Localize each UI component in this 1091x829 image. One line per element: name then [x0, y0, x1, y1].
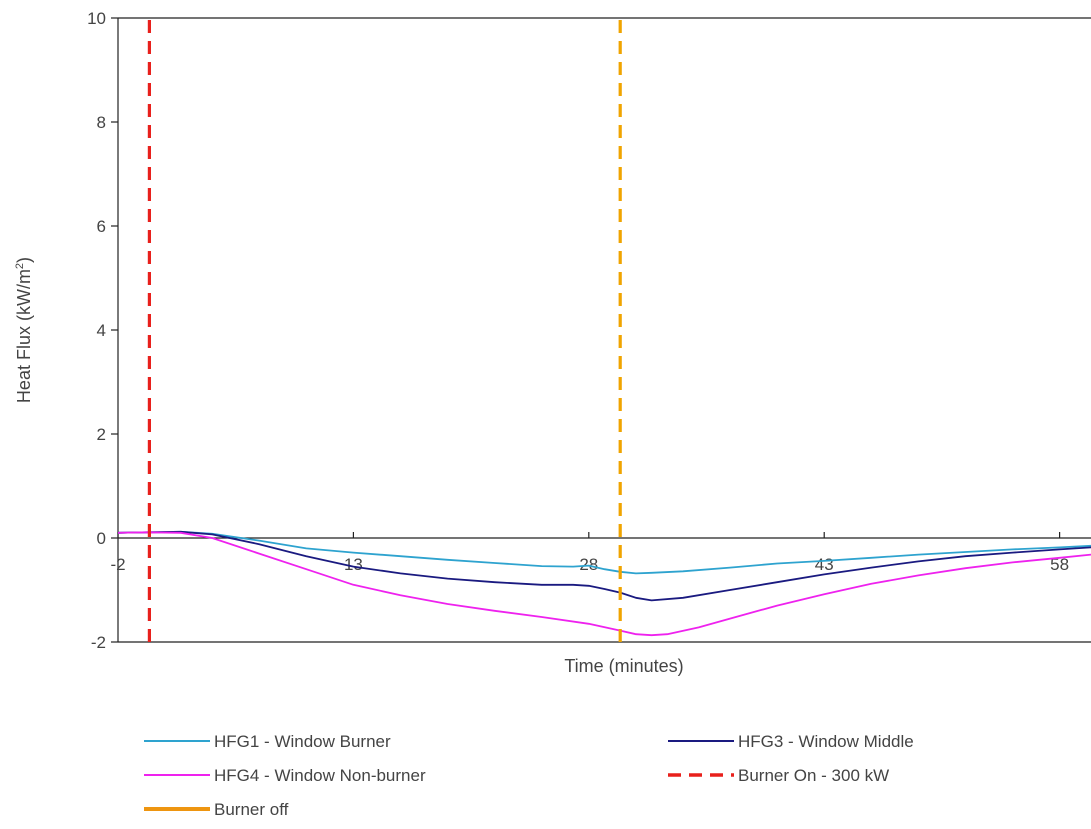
y-tick-label: 8: [97, 113, 106, 132]
y-axis-title-superscript: 2: [14, 263, 26, 269]
legend-label: Burner off: [214, 800, 289, 819]
legend-label: Burner On - 300 kW: [738, 766, 889, 785]
y-axis-title-main: Heat Flux (kW/m: [14, 269, 34, 403]
x-tick-label: 28: [579, 555, 598, 574]
y-axis-title-close: ): [14, 257, 34, 263]
legend-label: HFG1 - Window Burner: [214, 732, 391, 751]
y-tick-label: 2: [97, 425, 106, 444]
y-tick-label: -2: [91, 633, 106, 652]
x-ticks: -2 13 28 43 58: [110, 532, 1069, 574]
y-tick-label: 6: [97, 217, 106, 236]
y-tick-label: 10: [87, 9, 106, 28]
x-tick-label: 13: [344, 555, 363, 574]
legend: HFG1 - Window Burner HFG3 - Window Middle…: [144, 732, 914, 819]
series-line-1: [117, 530, 1091, 575]
x-axis-title: Time (minutes): [564, 656, 683, 676]
legend-label: HFG4 - Window Non-burner: [214, 766, 426, 785]
x-tick-label: 58: [1050, 555, 1069, 574]
y-ticks: -2 0 2 4 6 8 10: [87, 9, 118, 652]
y-tick-label: 4: [97, 321, 106, 340]
y-tick-label: 0: [97, 529, 106, 548]
series-line-3: [117, 531, 1091, 637]
series-group: [117, 18, 1091, 642]
legend-label: HFG3 - Window Middle: [738, 732, 914, 751]
x-tick-label: 43: [815, 555, 834, 574]
series-line-2: [117, 530, 1091, 602]
y-axis-title: Heat Flux (kW/m2): [14, 257, 34, 403]
x-tick-label: -2: [110, 555, 125, 574]
